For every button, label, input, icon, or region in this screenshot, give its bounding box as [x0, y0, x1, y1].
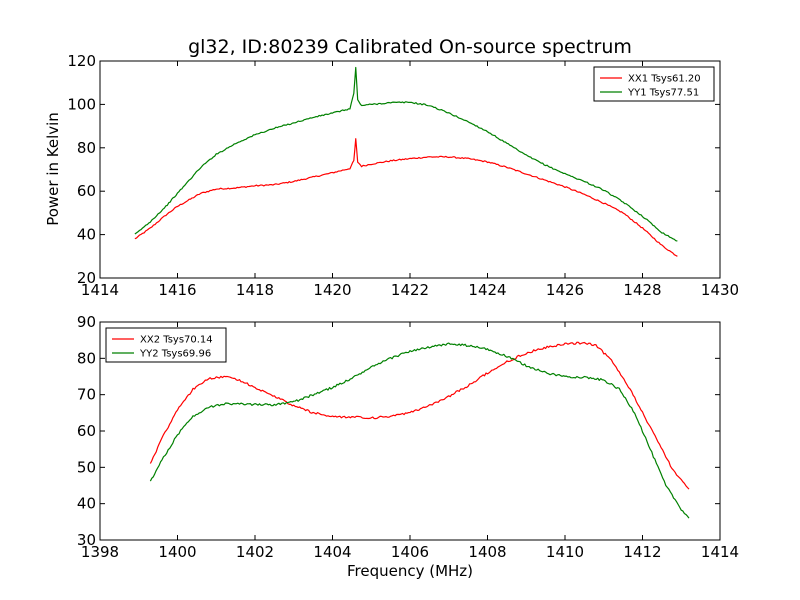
- bottom-spectrum-plot: 1398 1400 1402 1404 1406 1408 1410 1412 1414 30 40…: [77, 313, 739, 561]
- x-tick-label: 1424: [468, 281, 506, 299]
- y-tick-label: 120: [67, 52, 96, 70]
- y-tick-label: 40: [77, 495, 96, 513]
- y-axis-label: Power in Kelvin: [44, 112, 62, 226]
- y-tick-label: 60: [77, 182, 96, 200]
- top-spectrum-plot: 1414 1416 1418 1420 1422 1424 1426 1428 1430 20 40…: [67, 52, 739, 299]
- legend-box: [593, 66, 715, 102]
- x-tick-label: 1412: [623, 543, 661, 561]
- x-tick-label: 1418: [236, 281, 274, 299]
- x-tick-label: 1420: [313, 281, 351, 299]
- y-tick-label: 80: [77, 139, 96, 157]
- y-tick-label: 100: [67, 95, 96, 113]
- y-tick-label: 90: [77, 313, 96, 331]
- legend: XX2 Tsys70.14 YY2 Tsys69.96: [105, 327, 227, 363]
- chart-title: gl32, ID:80239 Calibrated On-source spec…: [188, 36, 632, 58]
- x-tick-label: 1402: [236, 543, 274, 561]
- legend-entry: YY2 Tsys69.96: [139, 349, 211, 360]
- x-tick-label: 1416: [158, 281, 196, 299]
- legend: XX1 Tsys61.20 YY1 Tsys77.51: [593, 66, 715, 102]
- x-tick-label: 1410: [546, 543, 584, 561]
- y-tick-label: 60: [77, 422, 96, 440]
- x-tick-label: 1400: [158, 543, 196, 561]
- x-tick-label: 1430: [701, 281, 739, 299]
- legend-entry: XX2 Tsys70.14: [140, 335, 213, 346]
- y-tick-label: 80: [77, 349, 96, 367]
- x-tick-label: 1398: [81, 543, 119, 561]
- x-tick-label: 1406: [391, 543, 429, 561]
- y-tick-label: 20: [77, 269, 96, 287]
- legend-entry: XX1 Tsys61.20: [628, 74, 701, 85]
- x-tick-label: 1414: [81, 281, 119, 299]
- x-tick-label: 1408: [468, 543, 506, 561]
- legend-box: [105, 327, 227, 363]
- y-tick-label: 50: [77, 458, 96, 476]
- y-tick-label: 70: [77, 386, 96, 404]
- x-tick-label: 1428: [623, 281, 661, 299]
- series-line-xx2: [149, 341, 690, 490]
- x-tick-label: 1426: [546, 281, 584, 299]
- x-axis-label: Frequency (MHz): [347, 562, 473, 580]
- series-line-yy1: [134, 66, 678, 242]
- series-line-yy2: [149, 342, 690, 519]
- series-line-xx1: [134, 138, 678, 257]
- x-tick-label: 1422: [391, 281, 429, 299]
- x-tick-label: 1414: [701, 543, 739, 561]
- y-tick-label: 40: [77, 226, 96, 244]
- legend-entry: YY1 Tsys77.51: [627, 88, 699, 99]
- x-tick-label: 1404: [313, 543, 351, 561]
- y-tick-label: 30: [77, 531, 96, 549]
